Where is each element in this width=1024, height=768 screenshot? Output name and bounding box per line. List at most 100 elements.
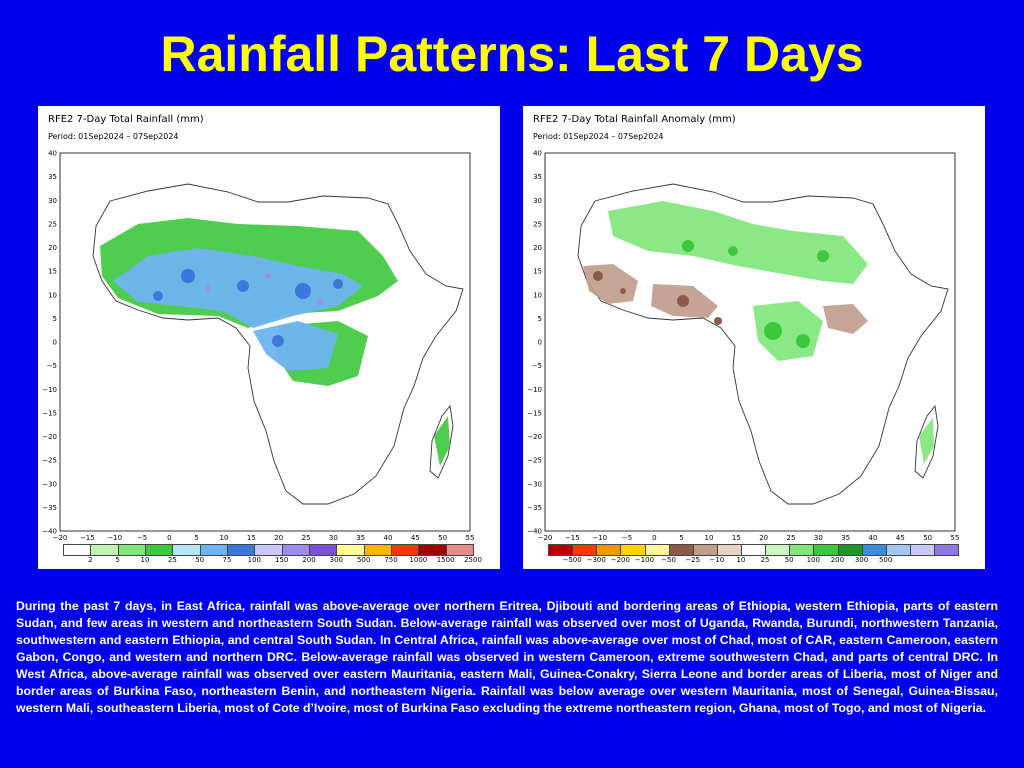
latitude-tick-label: −30 xyxy=(42,480,57,488)
legend-swatch xyxy=(254,544,283,556)
longitude-tick-label: −15 xyxy=(80,534,95,542)
rainfall-anomaly-legend xyxy=(548,544,960,556)
latitude-tick-labels: 40 35 30 25 20 15 10 5 0 −5 −10 −15 −20 −25 −30 −35 −40 xyxy=(527,150,542,536)
longitude-tick-label: 25 xyxy=(787,534,796,542)
longitude-tick-label: 50 xyxy=(923,534,932,542)
rainfall-summary-text: During the past 7 days, in East Africa, … xyxy=(16,599,998,715)
latitude-tick-label: −15 xyxy=(527,409,542,417)
latitude-tick-label: 40 xyxy=(48,150,57,158)
longitude-tick-label: 20 xyxy=(274,534,283,542)
latitude-tick-label: 40 xyxy=(533,150,542,158)
legend-label: 300 xyxy=(854,556,869,564)
latitude-tick-label: 35 xyxy=(48,173,57,181)
legend-label: 10 xyxy=(736,556,746,564)
legend-label: 100 xyxy=(806,556,820,564)
legend-swatch xyxy=(308,544,338,556)
legend-swatch xyxy=(63,544,92,556)
legend-swatch xyxy=(418,544,447,556)
slide-title: Rainfall Patterns: Last 7 Days xyxy=(160,26,864,82)
latitude-tick-label: 20 xyxy=(48,244,57,252)
longitude-tick-label: 5 xyxy=(194,534,198,542)
legend-swatch xyxy=(144,544,174,556)
legend-swatch xyxy=(765,544,791,556)
latitude-tick-label: −35 xyxy=(527,504,542,512)
legend-swatch xyxy=(644,544,670,556)
purple-rain-spots xyxy=(205,273,323,305)
legend-swatch xyxy=(885,544,911,556)
rainfall-anomaly-map: 4035302520151050−5−10−15−20−25−30−35−40 … xyxy=(527,150,959,543)
rainfall-anomaly-map-period: Period: 01Sep2024 – 07Sep2024 xyxy=(533,132,664,141)
latitude-tick-label: 10 xyxy=(533,291,542,299)
latitude-tick-label: −20 xyxy=(527,433,542,441)
longitude-tick-label: 45 xyxy=(411,534,420,542)
longitude-tick-label: 30 xyxy=(814,534,823,542)
latitude-tick-label: 0 xyxy=(53,339,57,347)
legend-swatch xyxy=(716,544,742,556)
legend-swatch xyxy=(281,544,310,556)
longitude-tick-label: 35 xyxy=(356,534,365,542)
legend-swatch xyxy=(226,544,256,556)
legend-label: 150 xyxy=(274,556,289,564)
legend-label: 10 xyxy=(140,556,150,564)
longitude-tick-label: 25 xyxy=(302,534,311,542)
total-rainfall-map-title: RFE2 7-Day Total Rainfall (mm) xyxy=(48,114,204,125)
legend-swatch xyxy=(572,544,598,556)
legend-label: 200 xyxy=(830,556,845,564)
latitude-tick-label: 15 xyxy=(533,268,542,276)
latitude-tick-label: 25 xyxy=(48,220,57,228)
legend-swatch xyxy=(934,544,960,556)
legend-swatch xyxy=(789,544,815,556)
latitude-tick-label: −10 xyxy=(527,386,542,394)
latitude-tick-label: 35 xyxy=(533,173,542,181)
latitude-tick-label: −40 xyxy=(527,528,542,536)
legend-swatch xyxy=(199,544,228,556)
rainfall-anomaly-legend-labels: −500 −300 −200 −100 −50 −25 −10 10 25 50 100 200 300… xyxy=(548,556,958,566)
latitude-tick-label: 30 xyxy=(533,197,542,205)
longitude-tick-label: −5 xyxy=(622,534,632,542)
legend-label: −500 xyxy=(562,556,582,564)
strong-above-average-areas xyxy=(682,240,829,348)
longitude-tick-label: −10 xyxy=(107,534,122,542)
legend-label: −200 xyxy=(610,556,630,564)
legend-label: −25 xyxy=(685,556,701,564)
total-rainfall-map-period: Period: 01Sep2024 – 07Sep2024 xyxy=(48,132,179,141)
longitude-tick-labels: −20 −15 −10 −5 0 5 10 15 20 25 30 35 40 45 50 55 xyxy=(53,534,475,542)
legend-swatch xyxy=(363,544,392,556)
legend-label: 1000 xyxy=(409,556,428,564)
legend-label: 5 xyxy=(115,556,120,564)
legend-label: 2500 xyxy=(464,556,482,564)
longitude-tick-label: 5 xyxy=(679,534,683,542)
longitude-tick-label: 10 xyxy=(220,534,229,542)
longitude-tick-label: 0 xyxy=(652,534,656,542)
longitude-tick-label: −5 xyxy=(137,534,147,542)
legend-swatch xyxy=(741,544,767,556)
latitude-tick-label: 15 xyxy=(48,268,57,276)
latitude-tick-label: −25 xyxy=(42,457,57,465)
legend-swatch xyxy=(117,544,146,556)
total-rainfall-legend xyxy=(63,544,474,556)
legend-swatch xyxy=(909,544,935,556)
latitude-tick-label: −20 xyxy=(42,433,57,441)
longitude-tick-label: 55 xyxy=(466,534,475,542)
latitude-tick-label: 5 xyxy=(538,315,542,323)
legend-label: 300 xyxy=(329,556,344,564)
latitude-tick-label: 5 xyxy=(53,315,57,323)
legend-label: 50 xyxy=(784,556,794,564)
legend-label: −100 xyxy=(634,556,655,564)
longitude-tick-label: 35 xyxy=(841,534,850,542)
rainfall-anomaly-map-title: RFE2 7-Day Total Rainfall Anomaly (mm) xyxy=(533,114,736,125)
legend-label: 1500 xyxy=(436,556,455,564)
latitude-tick-label: 10 xyxy=(48,291,57,299)
legend-swatch xyxy=(445,544,474,556)
legend-label: 25 xyxy=(167,556,177,564)
legend-label: 2 xyxy=(88,556,93,564)
longitude-tick-label: 10 xyxy=(705,534,714,542)
legend-label: −50 xyxy=(661,556,676,564)
strong-below-average-areas xyxy=(593,271,722,325)
longitude-tick-label: 30 xyxy=(329,534,338,542)
longitude-tick-label: 40 xyxy=(384,534,393,542)
longitude-tick-label: −10 xyxy=(592,534,607,542)
latitude-tick-label: −30 xyxy=(527,480,542,488)
rainfall-anomaly-map-panel: 40 35 30 25 20 15 10 5 0 −5 −10 −15 −20 −25 −30 −35 −40 … xyxy=(523,106,985,569)
legend-swatch xyxy=(813,544,839,556)
